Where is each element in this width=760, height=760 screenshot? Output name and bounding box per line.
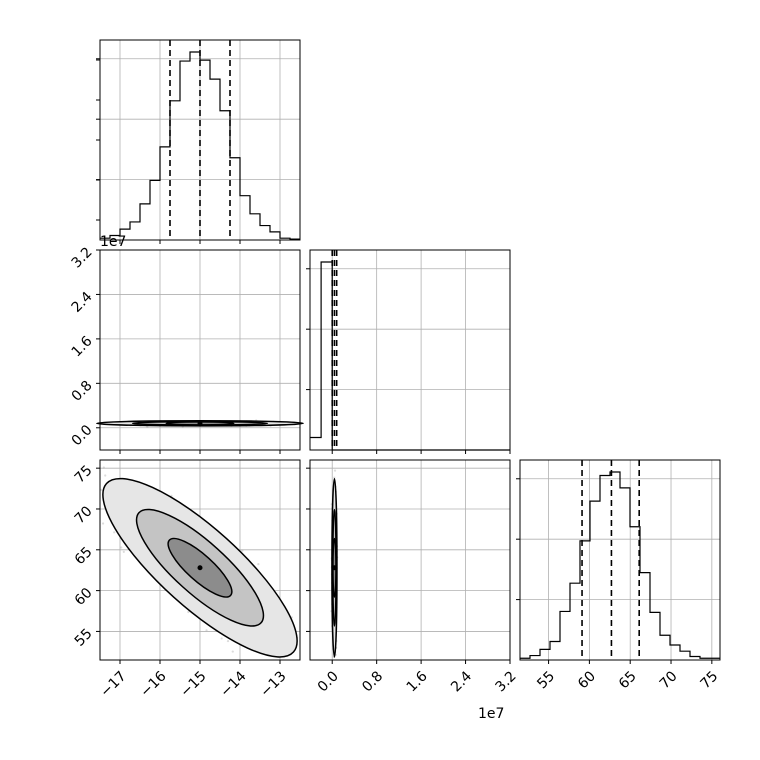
panel-2-0-point (122, 550, 125, 553)
hist-1-frame (309, 249, 511, 451)
panel-2-0-point (101, 522, 105, 525)
panel-2-0-point (241, 549, 244, 552)
panel-2-0-point (113, 531, 116, 534)
panel-2-0-point (205, 629, 208, 632)
panel-2-0-peak (197, 565, 203, 571)
panel-2-0-point (104, 474, 107, 477)
panel-2-1-point (333, 476, 336, 479)
panel-2-0-point (257, 562, 260, 566)
hist-2-step (520, 471, 720, 659)
panel-2-0-point (220, 637, 223, 640)
panel-2-0-point (226, 639, 230, 643)
panel-2-0-point (100, 488, 103, 491)
hist-0-step (100, 51, 300, 240)
panel-2-0-point (120, 546, 123, 549)
panel-2-0-point (187, 610, 190, 614)
panel-2-1-point (333, 469, 337, 472)
panel-1-0-peak (197, 420, 203, 426)
panel-2-0-point (231, 650, 234, 653)
panel-2-0-point (102, 466, 105, 469)
hist-2-frame (519, 459, 721, 661)
